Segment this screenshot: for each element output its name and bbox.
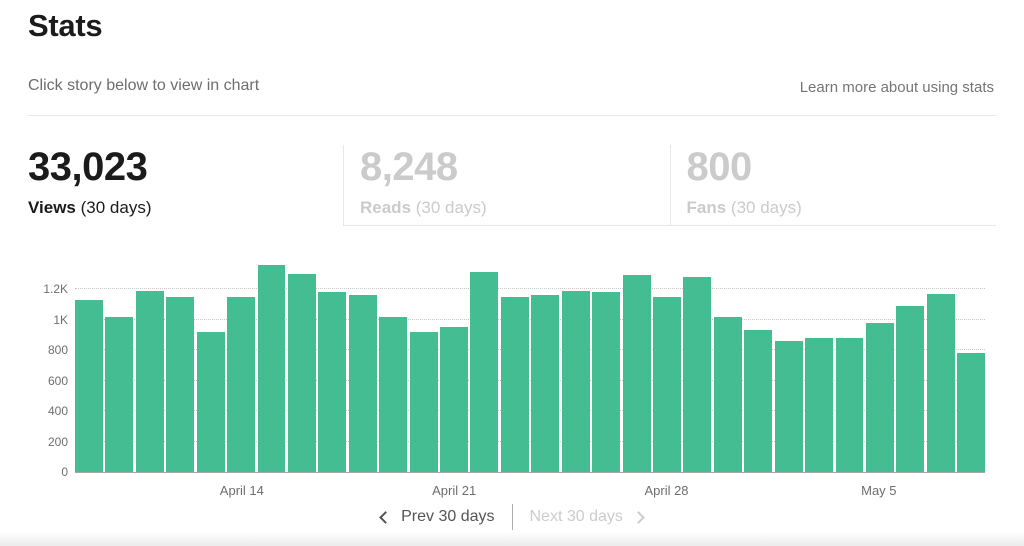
fans-value: 800	[686, 145, 753, 189]
gridline	[75, 288, 985, 289]
bar[interactable]	[561, 290, 590, 472]
metric-tab-reads[interactable]: 8,248 Reads (30 days)	[343, 145, 670, 226]
y-axis-tick-label: 1K	[53, 312, 68, 327]
bottom-fade	[0, 531, 1024, 546]
y-axis-tick-label: 200	[47, 434, 68, 449]
bar[interactable]	[440, 327, 468, 472]
bar[interactable]	[470, 272, 499, 472]
header-divider	[28, 115, 996, 116]
metric-tab-fans[interactable]: 800 Fans (30 days)	[669, 145, 996, 226]
bars-container	[75, 264, 986, 472]
reads-value: 8,248	[360, 145, 458, 189]
bar[interactable]	[75, 299, 103, 472]
gridline	[75, 410, 985, 411]
bar[interactable]	[622, 275, 651, 472]
bar[interactable]	[166, 296, 195, 472]
bar[interactable]	[865, 322, 894, 472]
reads-label: Reads (30 days)	[360, 198, 487, 217]
x-axis-tick-label: April 14	[219, 483, 264, 498]
bar[interactable]	[835, 337, 864, 472]
bar[interactable]	[196, 331, 225, 472]
metric-tab-views[interactable]: 33,023 Views (30 days)	[28, 145, 343, 226]
x-axis-tick-label: April 28	[644, 483, 689, 498]
gridline	[75, 349, 985, 350]
bar[interactable]	[348, 295, 377, 472]
y-axis-tick-label: 400	[47, 404, 68, 418]
metrics-row: 33,023 Views (30 days) 8,248 Reads (30 d…	[28, 145, 996, 226]
bar[interactable]	[805, 337, 834, 472]
bar[interactable]	[744, 330, 773, 472]
bar[interactable]	[257, 264, 286, 472]
gridline	[75, 318, 985, 320]
bar[interactable]	[409, 331, 438, 472]
bar[interactable]	[500, 296, 529, 472]
x-axis-tick-label: May 5	[861, 483, 897, 498]
bar[interactable]	[926, 293, 955, 472]
bar[interactable]	[135, 290, 164, 472]
gridline	[75, 440, 985, 442]
x-axis-tick-label: April 21	[432, 483, 477, 498]
bar[interactable]	[531, 295, 560, 472]
bar[interactable]	[713, 316, 742, 472]
bar[interactable]	[105, 316, 134, 472]
bar[interactable]	[592, 292, 621, 472]
bar[interactable]	[896, 305, 925, 472]
views-bar-chart: 0 200 400 600 800 1K 1.2K April 14 April 21 Apri…	[43, 255, 986, 498]
y-axis-tick-label: 0	[61, 465, 68, 479]
bar[interactable]	[957, 353, 986, 472]
views-label: Views (30 days)	[28, 198, 152, 217]
subtitle: Click story below to view in chart	[28, 77, 260, 94]
bar[interactable]	[379, 316, 408, 472]
y-axis-tick-label: 800	[47, 343, 68, 357]
views-value: 33,023	[28, 145, 148, 189]
chevron-right-icon	[632, 510, 645, 524]
bar[interactable]	[653, 296, 681, 472]
bar[interactable]	[287, 273, 316, 472]
bar[interactable]	[227, 296, 256, 472]
bar[interactable]	[774, 340, 803, 472]
chevron-left-icon	[379, 510, 392, 524]
page-title: Stats	[28, 8, 103, 43]
prev-30-days-button[interactable]: Prev 30 days	[379, 508, 495, 526]
y-axis-tick-label: 600	[47, 373, 68, 388]
gridline	[75, 379, 985, 381]
bar[interactable]	[318, 292, 347, 472]
learn-more-link[interactable]: Learn more about using stats	[799, 79, 994, 96]
bar[interactable]	[683, 276, 712, 472]
next-30-days-button[interactable]: Next 30 days	[530, 508, 645, 526]
y-axis-tick-label: 1.2K	[43, 282, 68, 296]
chart-pagination: Prev 30 days Next 30 days	[0, 504, 1024, 530]
fans-label: Fans (30 days)	[686, 198, 802, 217]
pagination-divider	[511, 504, 513, 530]
